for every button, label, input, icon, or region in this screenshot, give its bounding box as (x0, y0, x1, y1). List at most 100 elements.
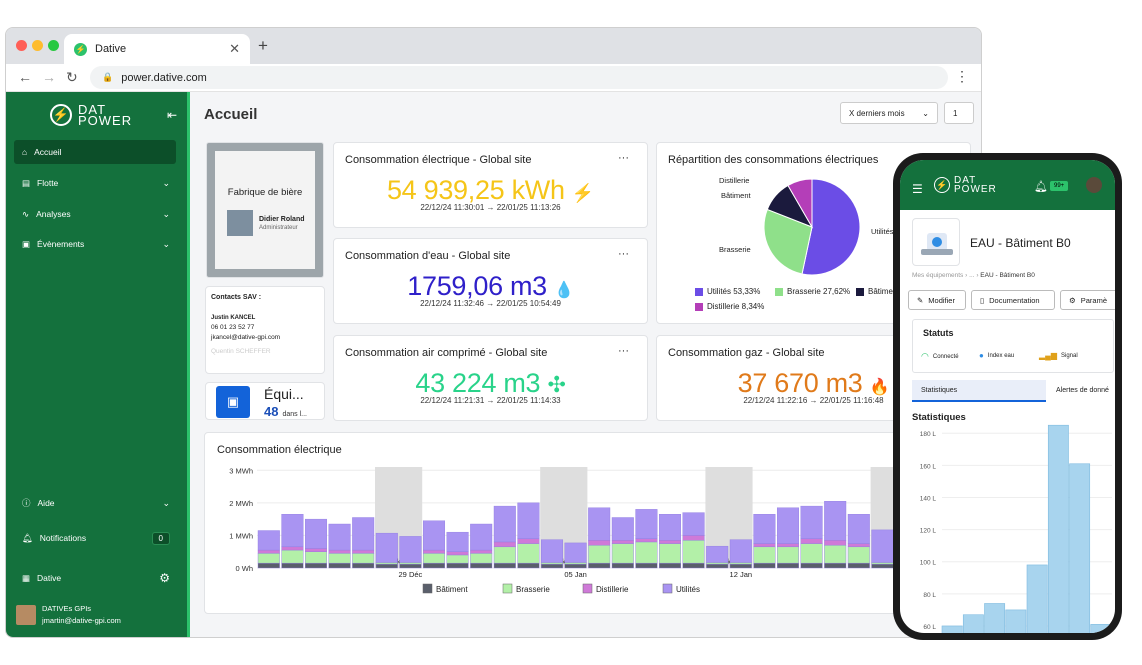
kpi-value: 37 670 m3 🔥 (657, 368, 970, 399)
bar-segment (446, 562, 469, 569)
chevron-down-icon: ⌄ (162, 208, 170, 219)
bar-segment (588, 507, 611, 541)
bar-segment (493, 505, 516, 543)
contacts-title: Contacts SAV : (211, 294, 262, 301)
tab-statistiques[interactable]: Statistiques (912, 380, 1046, 402)
favicon-icon: ⚡ (74, 42, 87, 56)
bar-segment (328, 562, 351, 569)
histogram-bar (984, 603, 1006, 633)
documentation-button[interactable]: ▯ Documentation (971, 290, 1055, 310)
bar-segment (824, 501, 847, 541)
pie-legend-distillerie[interactable]: Distillerie 8,34% (695, 302, 764, 311)
site-info-icon[interactable]: 🔒 (102, 72, 114, 82)
phone-header: ☰ ⚡ DAT POWER 🔔︎ 99+ (900, 160, 1115, 210)
tab-alertes[interactable]: Alertes de donné (1056, 387, 1109, 394)
browser-menu-icon[interactable]: ⋮ (955, 68, 969, 84)
kpi-card-air[interactable]: Consommation air comprimé - Global site … (333, 335, 648, 421)
bar-segment (824, 540, 847, 546)
sidebar-item-evenements[interactable]: ▣ Évènements ⌄ (14, 232, 176, 256)
bolt-icon: ⚡ (571, 183, 595, 203)
close-tab-icon[interactable]: ✕ (229, 41, 240, 56)
equipments-card[interactable]: ▣ Équi... 48 dans l... (205, 382, 325, 420)
site-card[interactable]: Fabrique de bière Didier Roland Administ… (206, 142, 324, 278)
contact-other: Quentin SCHEFFER (211, 348, 271, 355)
y-tick-label: 140 L (920, 495, 937, 502)
bar-segment (352, 553, 375, 564)
bell-icon[interactable]: 🔔︎ (1034, 181, 1048, 193)
url-field[interactable]: 🔒 power.dative.com (90, 66, 948, 89)
kpi-card-electricity[interactable]: Consommation électrique - Global site ··… (333, 142, 648, 228)
sidebar-item-accueil[interactable]: ⌂ Accueil (14, 140, 176, 164)
bar-segment (517, 543, 540, 564)
sidebar-item-organisation[interactable]: ▦ Dative ⚙ (14, 566, 176, 590)
more-icon[interactable]: ··· (618, 152, 629, 164)
contact-email[interactable]: jkancel@dative-gpi.com (211, 334, 281, 341)
user-name: DATIVEs GPIs (42, 604, 92, 613)
browser-tab[interactable]: ⚡ Dative ✕ (64, 34, 250, 64)
weekend-label: Week-end (547, 557, 581, 566)
pie-slice-brasserie (763, 208, 813, 275)
period-select[interactable]: X derniers mois ⌄ (840, 102, 938, 124)
more-icon[interactable]: ··· (618, 248, 629, 260)
equipments-suffix: dans l... (282, 411, 307, 418)
y-tick-label: 60 L (923, 624, 936, 631)
edit-button-label: Modifier (928, 295, 955, 305)
collapse-sidebar-icon[interactable]: ⇤ (166, 108, 177, 122)
phone-logo: ⚡ DAT POWER (934, 176, 997, 195)
histogram-bar (1047, 424, 1069, 633)
breadcrumb-root[interactable]: Mes équipements (912, 272, 964, 279)
histogram-bar (941, 625, 963, 633)
bell-icon: 🔔︎ (22, 532, 33, 543)
pie-legend-utilites[interactable]: Utilités 53,33% (695, 287, 760, 296)
sidebar-item-aide[interactable]: ⓘ Aide ⌄ (14, 491, 176, 515)
flame-icon: 🔥 (869, 379, 890, 396)
parameters-button[interactable]: ⚙ Paramè (1060, 290, 1115, 310)
bar-segment (517, 538, 540, 544)
pie-legend-batiment[interactable]: Bâtime (856, 287, 893, 296)
back-icon[interactable]: ← (18, 69, 32, 85)
bar-segment (777, 546, 800, 564)
status-connected: ◠ Connecté (921, 351, 959, 362)
bar-segment (470, 549, 493, 554)
legend-label: Distillerie 8,34% (707, 302, 765, 311)
maximize-window-button[interactable] (48, 40, 59, 51)
more-icon[interactable]: ··· (618, 345, 629, 357)
new-tab-button[interactable]: + (258, 36, 268, 55)
bar-segment (729, 539, 752, 563)
status-label: Signal (1060, 352, 1078, 359)
minimize-window-button[interactable] (32, 40, 43, 51)
bar-segment (800, 538, 823, 544)
contact-phone[interactable]: 06 01 23 52 77 (211, 324, 255, 331)
avatar[interactable] (1086, 177, 1102, 193)
sidebar-item-notifications[interactable]: 🔔︎ Notifications 0 (14, 526, 176, 550)
pie-label-batiment: Bâtiment (721, 191, 751, 200)
kpi-card-water[interactable]: Consommation d'eau - Global site ··· 175… (333, 238, 648, 324)
bar-segment (729, 563, 752, 569)
menu-icon[interactable]: ☰ (912, 182, 923, 196)
signal-icon: ▂▄▆ (1039, 351, 1057, 360)
bar-segment (422, 549, 445, 554)
bar-segment (753, 546, 776, 564)
breadcrumb-mid[interactable]: ... (969, 272, 975, 279)
pie-slice-distillerie (787, 178, 813, 229)
pie-label-distillerie: Distillerie (719, 176, 750, 185)
close-window-button[interactable] (16, 40, 27, 51)
bar-segment (588, 544, 611, 564)
sidebar-item-flotte[interactable]: ▤ Flotte ⌄ (14, 171, 176, 195)
electricity-chart-card[interactable]: Consommation électrique 0 Wh 1 MWh 2 MWh 3 … (204, 432, 972, 614)
chevron-down-icon: ⌄ (162, 177, 170, 188)
kpi-title: Consommation électrique - Global site (345, 154, 532, 166)
period-number-input[interactable]: 1 (944, 102, 974, 124)
edit-button[interactable]: ✎ Modifier (908, 290, 966, 310)
sidebar-item-analyses[interactable]: ∿ Analyses ⌄ (14, 202, 176, 226)
pie-legend-brasserie[interactable]: Brasserie 27,62% (775, 287, 850, 296)
user-profile[interactable]: DATIVEs GPIs jmartin@dative-gpi.com (16, 604, 121, 625)
bar-segment (352, 517, 375, 551)
bar-segment (753, 562, 776, 569)
bar-segment (281, 546, 304, 551)
legend-swatch (662, 583, 673, 594)
reload-icon[interactable]: ↻ (66, 69, 78, 85)
forward-icon[interactable]: → (42, 69, 56, 85)
gear-icon[interactable]: ⚙ (159, 571, 170, 585)
bar-segment (564, 542, 587, 563)
